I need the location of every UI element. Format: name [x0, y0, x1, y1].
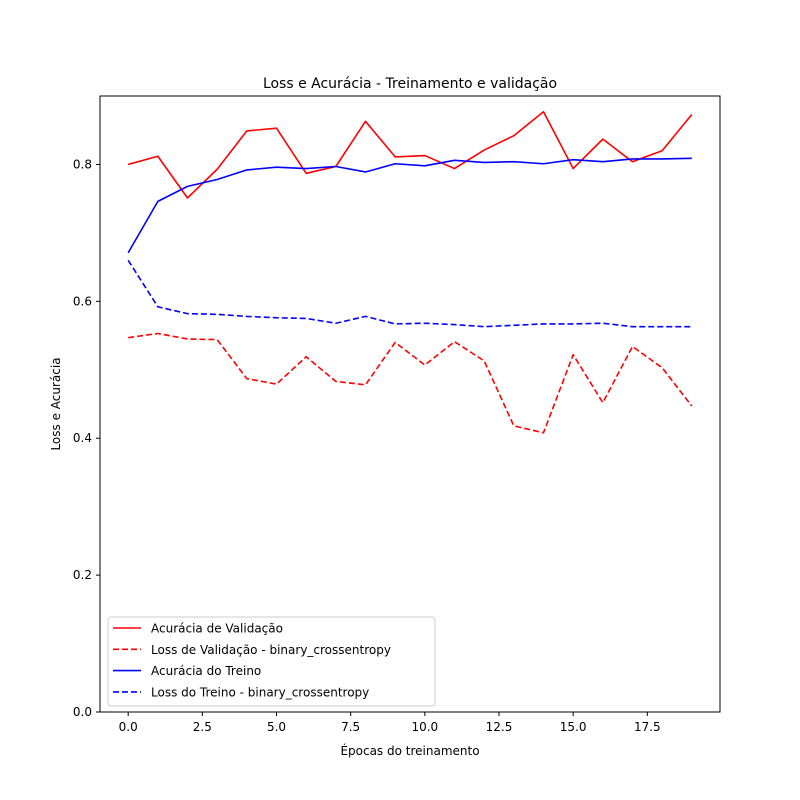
series-line-3: [127, 157, 692, 254]
legend-label-2: Loss de Validação - binary_crossentropy: [151, 643, 391, 657]
chart-title: Loss e Acurácia - Treinamento e validaçã…: [263, 76, 557, 92]
x-tick-label: 12.5: [486, 720, 513, 734]
x-tick-label: 7.5: [341, 720, 360, 734]
series-line-4: [127, 259, 692, 328]
y-tick-label: 0.4: [73, 431, 92, 445]
legend-label-1: Acurácia de Validação: [151, 622, 283, 636]
y-tick-label: 0.0: [73, 705, 92, 719]
x-tick-label: 2.5: [193, 720, 212, 734]
legend-label-4: Loss do Treino - binary_crossentropy: [151, 685, 369, 699]
legend: Acurácia de Validação Loss de Validação -…: [107, 616, 436, 707]
x-tick-label: 10.0: [411, 720, 438, 734]
x-axis-title: Épocas do treinamento: [340, 743, 479, 758]
axes-layer: 0.0 2.5 5.0 7.5 10.0 12.5 15.0 17.5 0.0 0.2 0.4 0.6…: [73, 95, 721, 734]
y-tick-label: 0.2: [73, 568, 92, 582]
x-tick-label: 15.0: [560, 720, 587, 734]
series-line-1: [127, 110, 693, 199]
plot-frame: [99, 95, 721, 713]
y-axis-title: Loss e Acurácia: [49, 357, 63, 450]
y-tick-label: 0.8: [73, 157, 92, 171]
legend-box: [107, 616, 436, 707]
legend-label-3: Acurácia do Treino: [151, 664, 261, 678]
x-tick-label: 0.0: [119, 720, 138, 734]
x-tick-label: 17.5: [634, 720, 661, 734]
series-layer: [127, 110, 693, 434]
x-tick-label: 5.0: [267, 720, 286, 734]
y-tick-label: 0.6: [73, 294, 92, 308]
